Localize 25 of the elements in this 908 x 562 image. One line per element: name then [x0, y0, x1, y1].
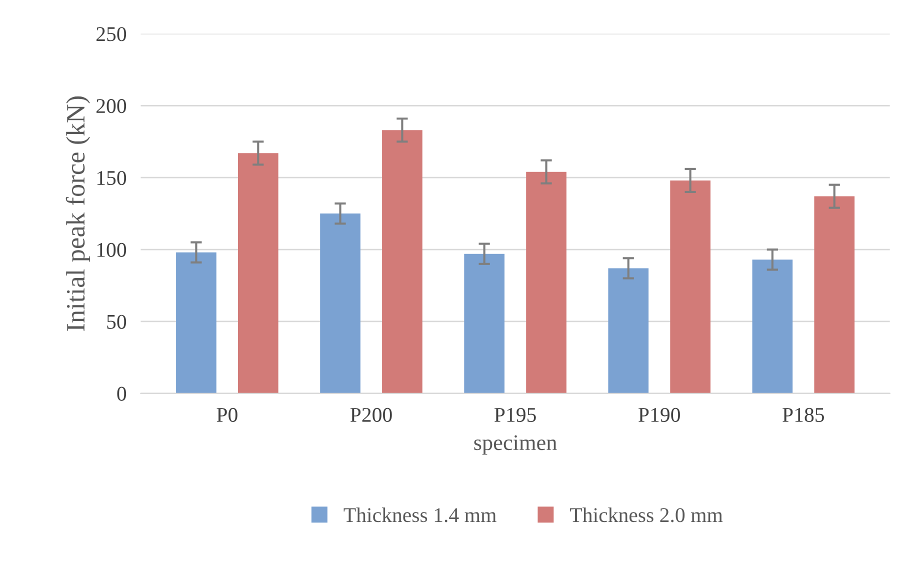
y-axis-title: Initial peak force (kN): [66, 96, 90, 331]
bar: [176, 252, 216, 394]
y-tick-label: 100: [97, 242, 126, 257]
y-tick-label: 50: [107, 314, 126, 329]
x-tick-label: P0: [216, 408, 238, 422]
x-tick-label: P195: [494, 408, 536, 422]
bar: [464, 254, 504, 394]
bar: [814, 196, 855, 394]
x-axis-title: specimen: [474, 435, 557, 455]
x-tick-label: P185: [782, 408, 824, 422]
y-tick-label: 250: [96, 27, 126, 42]
y-tick-label: 0: [117, 386, 126, 401]
x-tick-label: P200: [350, 408, 392, 422]
bar: [526, 172, 566, 394]
bar: [670, 180, 710, 394]
bar: [752, 260, 793, 394]
legend-label: Thickness 1.4 mm: [344, 507, 496, 522]
bar: [382, 130, 422, 394]
y-tick-label: 150: [97, 170, 126, 186]
x-tick-label: P190: [638, 408, 680, 422]
legend-label: Thickness 2.0 mm: [570, 507, 723, 522]
bar: [608, 268, 649, 394]
bar: [238, 153, 278, 394]
y-tick-label: 200: [96, 99, 126, 114]
bar: [320, 214, 360, 394]
